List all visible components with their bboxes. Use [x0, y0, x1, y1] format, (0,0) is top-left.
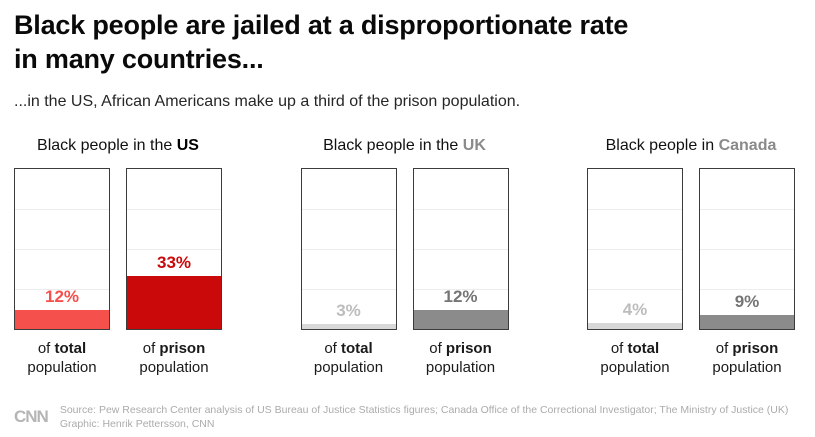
source-text: Source: Pew Research Center analysis of … [59, 404, 789, 416]
caption-line2: population [600, 359, 670, 376]
bar-caption: of total population [587, 339, 683, 377]
caption-line2: population [425, 359, 496, 376]
bar-fill [700, 314, 794, 329]
credit-text: Graphic: Henrik Pettersson, CNN [59, 418, 215, 430]
chart-group-canada: Black people in Canada 4% of total popul… [587, 137, 795, 377]
bar-us-total: 12% [14, 168, 110, 330]
caption-prefix: of [429, 340, 446, 357]
bar-pair-us: 12% of total population 33% of prison [14, 168, 222, 377]
caption-line2: population [712, 359, 782, 376]
caption-prefix: of [37, 340, 55, 357]
bar-value-label: 33% [156, 253, 192, 273]
caption-line2: population [27, 359, 97, 376]
gridline [127, 249, 221, 250]
group-title-country: US [176, 137, 199, 154]
bar-pair-uk: 3% of total population 12% of prison p [300, 168, 509, 377]
bar-value-label: 4% [622, 299, 648, 319]
group-title-us: Black people in the US [14, 137, 222, 155]
chart-group-us: Black people in the US 12% of total popu… [14, 137, 222, 377]
gridline [588, 289, 682, 290]
caption-line2: population [139, 359, 209, 376]
bar-column-uk-total: 3% of total population [300, 168, 397, 377]
caption-bold: total [54, 340, 87, 357]
page-title: Black people are jailed at a disproporti… [14, 8, 799, 76]
group-title-prefix: Black people in the [323, 137, 463, 154]
bar-uk-total: 3% [300, 168, 397, 330]
cnn-logo: CNN [14, 407, 49, 426]
gridline [413, 249, 508, 250]
caption-bold: prison [732, 340, 779, 357]
gridline [588, 249, 682, 250]
gridline [15, 289, 109, 290]
bar-fill [301, 324, 396, 329]
caption-prefix: of [610, 340, 628, 357]
chart-area: Black people in the US 12% of total popu… [0, 137, 815, 377]
gridline [413, 289, 508, 290]
caption-prefix: of [142, 340, 160, 357]
bar-us-prison: 33% [126, 168, 222, 330]
bar-column-canada-prison: 9% of prison population [699, 168, 795, 377]
header: Black people are jailed at a disproporti… [0, 0, 815, 111]
title-line-2: in many countries... [14, 44, 264, 74]
bar-uk-prison: 12% [412, 168, 509, 330]
gridline [700, 289, 794, 290]
bar-column-uk-prison: 12% of prison population [412, 168, 509, 377]
gridline [413, 209, 508, 210]
caption-bold: prison [445, 340, 492, 357]
caption-prefix: of [715, 340, 733, 357]
group-title-country: UK [462, 137, 486, 154]
gridline [15, 209, 109, 210]
bar-caption: of prison population [413, 339, 509, 377]
gridline [15, 249, 109, 250]
bar-caption: of total population [301, 339, 397, 377]
group-title-country: Canada [718, 137, 777, 154]
bar-column-us-prison: 33% of prison population [126, 168, 222, 377]
bar-value-label: 3% [336, 301, 361, 321]
group-title-prefix: Black people in the [37, 137, 177, 154]
caption-prefix: of [324, 340, 341, 357]
gridline [700, 249, 794, 250]
chart-group-uk: Black people in the UK 3% of total popul… [300, 137, 509, 377]
bar-caption: of total population [14, 339, 110, 377]
footer: CNN Source: Pew Research Center analysis… [0, 397, 815, 437]
bar-value-label: 9% [734, 291, 760, 311]
bar-canada-prison: 9% [699, 168, 795, 330]
bar-fill [413, 309, 508, 329]
caption-bold: prison [159, 340, 206, 357]
group-title-canada: Black people in Canada [587, 137, 795, 155]
bar-caption: of prison population [699, 339, 795, 377]
bar-fill [127, 276, 221, 329]
caption-bold: total [627, 340, 660, 357]
bar-column-us-total: 12% of total population [14, 168, 110, 377]
gridline [301, 249, 396, 250]
bar-value-label: 12% [44, 286, 80, 306]
bar-pair-canada: 4% of total population 9% of prison po [587, 168, 795, 377]
bar-canada-total: 4% [587, 168, 683, 330]
group-title-prefix: Black people in [605, 137, 719, 154]
gridline [588, 209, 682, 210]
bar-value-label: 12% [443, 286, 478, 306]
gridline [127, 209, 221, 210]
caption-line2: population [313, 359, 384, 376]
caption-bold: total [341, 340, 373, 357]
bar-column-canada-total: 4% of total population [587, 168, 683, 377]
title-line-1: Black people are jailed at a disproporti… [14, 10, 629, 40]
gridline [301, 209, 396, 210]
bar-caption: of prison population [126, 339, 222, 377]
group-title-uk: Black people in the UK [301, 137, 509, 155]
bar-fill [15, 309, 109, 329]
gridline [301, 289, 396, 290]
gridline [700, 209, 794, 210]
source-credit: Source: Pew Research Center analysis of … [60, 403, 789, 431]
subtitle: ...in the US, African Americans make up … [14, 93, 521, 110]
bar-fill [588, 322, 682, 329]
